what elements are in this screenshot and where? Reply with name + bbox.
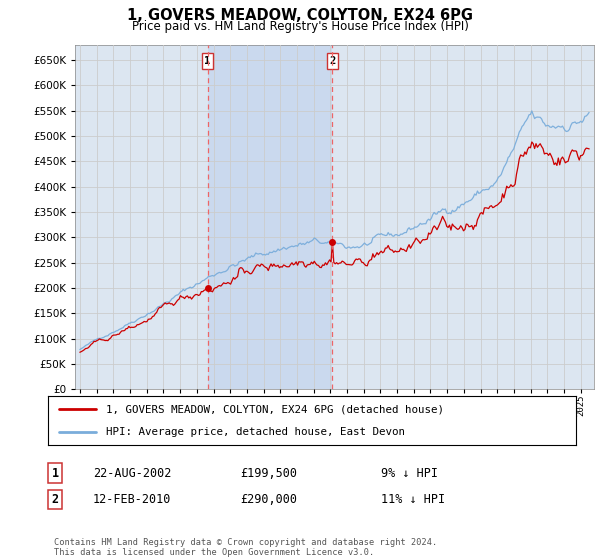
Text: 1, GOVERS MEADOW, COLYTON, EX24 6PG: 1, GOVERS MEADOW, COLYTON, EX24 6PG	[127, 8, 473, 24]
Text: £290,000: £290,000	[240, 493, 297, 506]
Bar	[208, 45, 332, 389]
Text: 1: 1	[205, 56, 211, 66]
Text: 12-FEB-2010: 12-FEB-2010	[93, 493, 172, 506]
Text: 11% ↓ HPI: 11% ↓ HPI	[381, 493, 445, 506]
Text: 1: 1	[52, 466, 59, 480]
Text: 1, GOVERS MEADOW, COLYTON, EX24 6PG (detached house): 1, GOVERS MEADOW, COLYTON, EX24 6PG (det…	[106, 404, 444, 414]
Text: 2: 2	[329, 56, 335, 66]
Text: £199,500: £199,500	[240, 466, 297, 480]
Text: Price paid vs. HM Land Registry's House Price Index (HPI): Price paid vs. HM Land Registry's House …	[131, 20, 469, 32]
Text: Contains HM Land Registry data © Crown copyright and database right 2024.
This d: Contains HM Land Registry data © Crown c…	[54, 538, 437, 557]
Text: 9% ↓ HPI: 9% ↓ HPI	[381, 466, 438, 480]
Text: HPI: Average price, detached house, East Devon: HPI: Average price, detached house, East…	[106, 427, 405, 437]
Text: 2: 2	[52, 493, 59, 506]
Text: 22-AUG-2002: 22-AUG-2002	[93, 466, 172, 480]
